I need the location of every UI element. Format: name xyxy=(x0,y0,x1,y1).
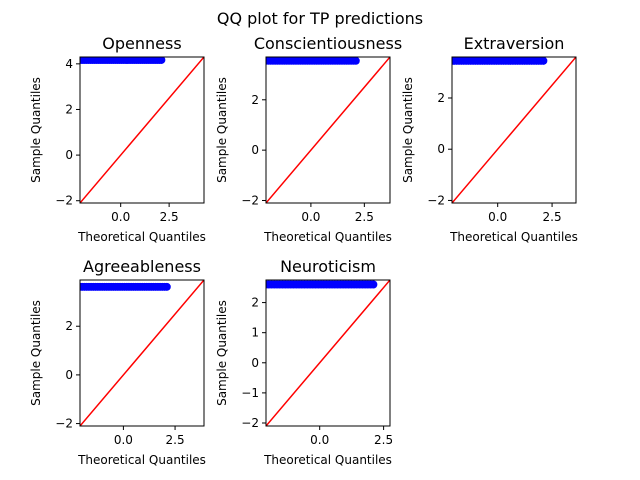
y-tick-label: 2 xyxy=(437,91,445,105)
qq-point xyxy=(369,280,378,289)
y-tick-label: 2 xyxy=(65,102,73,116)
y-tick-label: 1 xyxy=(251,326,259,340)
qq-panel: Agreeableness 0.0 2.5 −2 0 2 Theoretical Quant… xyxy=(29,257,206,467)
y-tick-label: −2 xyxy=(427,193,445,207)
y-tick-label: 4 xyxy=(65,57,73,71)
qq-point xyxy=(157,57,166,64)
panel-title: Neuroticism xyxy=(280,257,376,276)
y-axis-label: Sample Quantiles xyxy=(401,77,415,183)
axes-frame xyxy=(265,56,391,204)
y-tick-label: 2 xyxy=(251,93,259,107)
axes-frame xyxy=(79,56,205,204)
y-tick-label: 0 xyxy=(437,142,445,156)
plot-area xyxy=(80,57,204,203)
plot-area xyxy=(80,280,204,426)
reference-line xyxy=(266,280,390,426)
panel-title: Extraversion xyxy=(464,34,565,53)
y-tick-label: 0 xyxy=(65,148,73,162)
panel-title: Conscientiousness xyxy=(254,34,402,53)
qq-point xyxy=(539,57,548,65)
plot-area xyxy=(266,57,390,203)
y-tick-label: −2 xyxy=(55,417,73,431)
panel-title: Openness xyxy=(102,34,181,53)
y-tick-label: −2 xyxy=(55,194,73,208)
y-tick-label: 2 xyxy=(251,296,259,310)
qq-panel: Neuroticism 0.0 2.5 −2 −1 0 1 2 Theoretical Quan… xyxy=(215,257,393,467)
y-axis-label: Sample Quantiles xyxy=(29,77,43,183)
qq-point xyxy=(351,57,360,65)
x-tick-label: 2.5 xyxy=(543,210,562,224)
y-tick-label: −1 xyxy=(241,386,259,400)
reference-line xyxy=(80,57,204,203)
y-tick-label: 0 xyxy=(65,368,73,382)
axes-frame xyxy=(79,279,205,427)
plot-area xyxy=(452,57,576,203)
subplot-panels: Openness 0.0 2.5 −2 0 2 4 Theoretical Quantiles… xyxy=(29,34,578,467)
qq-panel: Conscientiousness 0.0 2.5 −2 0 2 Theoretical Q… xyxy=(215,34,402,244)
x-tick-label: 0.0 xyxy=(488,210,507,224)
y-axis-label: Sample Quantiles xyxy=(215,300,229,406)
reference-line xyxy=(266,57,390,203)
reference-line xyxy=(80,280,204,426)
x-tick-label: 2.5 xyxy=(160,210,179,224)
x-axis-label: Theoretical Quantiles xyxy=(77,453,206,467)
qq-panel: Extraversion 0.0 2.5 −2 0 2 Theoretical Quanti… xyxy=(401,34,578,244)
x-tick-label: 0.0 xyxy=(111,210,130,224)
x-tick-label: 0.0 xyxy=(310,433,329,447)
axes-frame xyxy=(265,279,391,427)
x-axis-label: Theoretical Quantiles xyxy=(263,453,392,467)
x-axis-label: Theoretical Quantiles xyxy=(263,230,392,244)
x-axis-label: Theoretical Quantiles xyxy=(77,230,206,244)
y-axis-label: Sample Quantiles xyxy=(29,300,43,406)
x-tick-label: 2.5 xyxy=(374,433,393,447)
y-tick-label: 0 xyxy=(251,143,259,157)
axes-frame xyxy=(451,56,577,204)
x-tick-label: 2.5 xyxy=(355,210,374,224)
y-tick-label: 0 xyxy=(251,356,259,370)
reference-line xyxy=(452,57,576,203)
y-tick-label: −2 xyxy=(241,416,259,430)
y-tick-label: 2 xyxy=(65,319,73,333)
y-axis-label: Sample Quantiles xyxy=(215,77,229,183)
x-tick-label: 0.0 xyxy=(114,433,133,447)
y-tick-label: −2 xyxy=(241,193,259,207)
plot-area xyxy=(266,280,390,426)
qq-panel: Openness 0.0 2.5 −2 0 2 4 Theoretical Quantiles… xyxy=(29,34,206,244)
x-axis-label: Theoretical Quantiles xyxy=(449,230,578,244)
x-tick-label: 2.5 xyxy=(166,433,185,447)
x-tick-label: 0.0 xyxy=(301,210,320,224)
figure-suptitle: QQ plot for TP predictions xyxy=(217,9,423,28)
qq-point xyxy=(162,282,171,291)
panel-title: Agreeableness xyxy=(83,257,201,276)
